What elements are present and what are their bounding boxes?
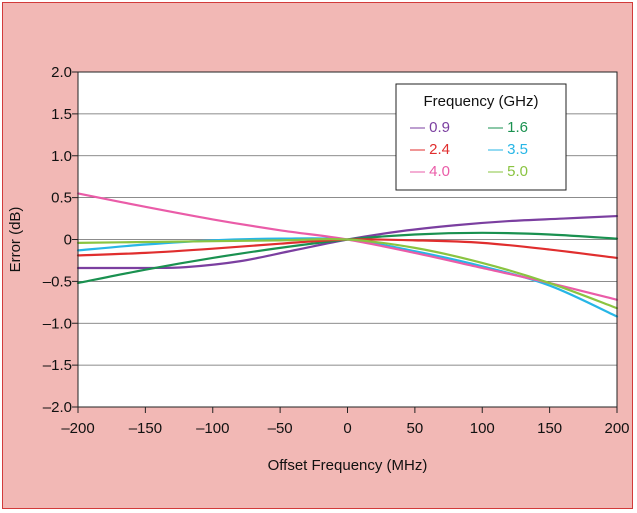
x-tick-label: –50 [268,420,293,437]
x-tick-label: 0 [343,420,351,437]
legend-item-2-4: — 2.4 [410,141,450,158]
legend-item-3-5: — 3.5 [488,141,528,158]
x-tick-label: 200 [604,420,629,437]
x-tick-label: 50 [407,420,424,437]
x-tick-label: –100 [196,420,229,437]
legend-item-0-9: — 0.9 [410,119,450,136]
y-tick-label: 1.0 [51,148,72,165]
legend-item-5-0: — 5.0 [488,163,528,180]
x-axis-ticks: –200 –150 –100 –50 0 50 100 150 200 [61,407,629,437]
x-tick-label: 100 [470,420,495,437]
y-tick-label: 0 [64,232,72,249]
y-axis-ticks: 2.0 1.5 1.0 0.5 0 –0.5 –1.0 –1.5 –2.0 [43,64,78,416]
y-axis-title: Error (dB) [7,207,24,273]
x-tick-label: –150 [129,420,162,437]
y-tick-label: 0.5 [51,190,72,207]
x-axis-title: Offset Frequency (MHz) [268,457,428,474]
y-tick-label: 1.5 [51,106,72,123]
legend: Frequency (GHz) — 0.9 — 1.6 — 2.4 — 3.5 — 4.… [396,84,566,190]
y-tick-label: –0.5 [43,273,72,290]
y-tick-label: –1.5 [43,357,72,374]
legend-item-4-0: — 4.0 [410,163,450,180]
y-tick-label: –2.0 [43,399,72,416]
y-tick-label: 2.0 [51,64,72,81]
x-tick-label: –200 [61,420,94,437]
y-tick-label: –1.0 [43,315,72,332]
legend-item-1-6: — 1.6 [488,119,528,136]
legend-title: Frequency (GHz) [423,93,538,110]
x-tick-label: 150 [537,420,562,437]
